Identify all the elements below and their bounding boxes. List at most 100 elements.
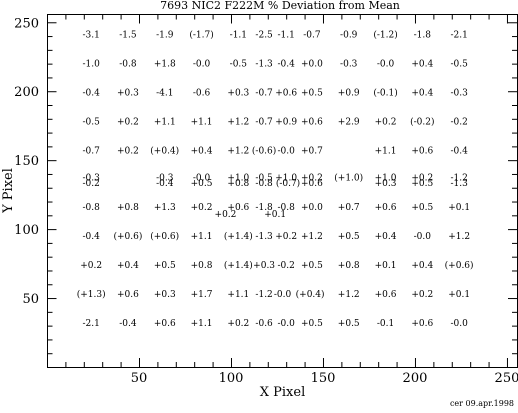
data-label: +0.3 <box>154 290 176 300</box>
data-label: +0.1 <box>375 261 397 271</box>
data-label: -0.0 <box>377 60 395 70</box>
data-label: +0.2 <box>275 232 297 242</box>
data-label: -0.4 <box>156 179 174 189</box>
data-label: (-1.7) <box>189 30 213 41</box>
data-label: -1.2 <box>450 173 467 183</box>
data-label: -0.4 <box>82 232 100 242</box>
data-values: -3.1 -1.5 -1.9 (-1.7) -1.1 -2.5 -1.1 -0.7 -0.9 (-… <box>77 30 474 329</box>
chart-title: 7693 NIC2 F222M % Deviation from Mean <box>160 0 400 12</box>
data-label: -1.9 <box>156 31 174 41</box>
y-tick-label: 50 <box>22 292 39 307</box>
data-label: +0.1 <box>448 290 470 300</box>
x-tick-label: 50 <box>131 371 148 386</box>
data-label: -2.1 <box>82 319 99 329</box>
data-label: -1.3 <box>450 179 468 189</box>
data-label: +0.7 <box>338 203 360 213</box>
data-label: +1.8 <box>154 60 176 70</box>
x-tick-label: 100 <box>219 371 244 386</box>
data-label: +0.4 <box>411 261 433 271</box>
data-label: -0.3 <box>156 173 174 183</box>
data-label: +0.3 <box>117 89 139 99</box>
data-label: +1.0 <box>375 173 397 183</box>
x-tick-label: 150 <box>311 371 336 386</box>
data-label: -0.2 <box>278 261 295 271</box>
y-axis-label: Y Pixel <box>1 168 16 214</box>
data-label: (+1.0) <box>334 172 363 183</box>
data-label: -2.1 <box>450 31 467 41</box>
data-label: +1.1 <box>227 290 249 300</box>
data-label: +0.2 <box>411 173 433 183</box>
data-label: -0.7 <box>303 31 321 41</box>
data-label: -3.1 <box>82 31 99 41</box>
data-label: +0.6 <box>411 319 433 329</box>
data-label: (-0.2) <box>410 117 434 128</box>
data-label: -0.8 <box>255 179 273 189</box>
data-label: +0.6 <box>227 203 249 213</box>
y-tick-label: 250 <box>14 16 39 31</box>
data-label: -0.1 <box>377 319 394 329</box>
data-label: +0.5 <box>301 261 323 271</box>
data-label: -0.7 <box>255 118 273 128</box>
data-label: +1.2 <box>338 290 360 300</box>
data-label: -0.3 <box>340 60 358 70</box>
data-label: +1.3 <box>154 203 176 213</box>
data-label: -1.2 <box>255 290 272 300</box>
data-label: +0.4 <box>375 232 397 242</box>
data-label: (-0.7) <box>276 178 300 189</box>
data-label: -0.0 <box>193 60 211 70</box>
data-label: +0.5 <box>411 203 433 213</box>
data-label: -0.3 <box>82 173 100 183</box>
footer-credit: cer 09.apr.1998 <box>450 399 514 408</box>
data-label: (-0.6) <box>252 146 276 157</box>
data-label: +0.8 <box>227 179 249 189</box>
data-label: (+0.6) <box>150 231 179 242</box>
data-label: -0.3 <box>450 89 468 99</box>
data-label: (+1.4) <box>224 260 253 271</box>
data-label: +0.7 <box>301 147 323 157</box>
data-label: +1.7 <box>191 290 213 300</box>
data-label: (+1.3) <box>77 289 106 300</box>
data-label: +2.9 <box>338 118 360 128</box>
data-label: +0.6 <box>375 203 397 213</box>
data-label: +0.2 <box>80 261 102 271</box>
x-axis-label: X Pixel <box>260 385 305 400</box>
data-label: -0.5 <box>255 173 273 183</box>
data-label: -1.3 <box>255 60 273 70</box>
y-tick-label: 150 <box>14 154 39 169</box>
data-label: +1.1 <box>154 118 176 128</box>
data-label: +0.5 <box>154 261 176 271</box>
data-label: -0.8 <box>119 60 137 70</box>
data-label: +0.6 <box>301 179 323 189</box>
data-label: +0.2 <box>117 118 139 128</box>
data-label: +0.9 <box>338 89 360 99</box>
data-label: -4.1 <box>156 89 173 99</box>
data-label: +0.2 <box>411 290 433 300</box>
axis-tick-labels: 50 100 150 200 250 50 100 150 200 250 <box>14 16 518 386</box>
data-label: +0.4 <box>411 89 433 99</box>
data-label: (+0.4) <box>150 146 179 157</box>
x-tick-label: 250 <box>495 371 518 386</box>
data-label: +0.0 <box>301 203 323 213</box>
data-label: +1.1 <box>191 118 213 128</box>
data-label: -1.0 <box>82 60 100 70</box>
data-label: +0.2 <box>375 118 397 128</box>
data-label: -0.0 <box>278 147 296 157</box>
data-label: +0.5 <box>301 319 323 329</box>
data-label: +0.2 <box>227 319 249 329</box>
data-label: -0.5 <box>82 118 100 128</box>
data-label: +1.1 <box>191 232 213 242</box>
data-label: +1.2 <box>301 232 323 242</box>
data-label: -0.5 <box>450 60 468 70</box>
data-label: (-0.1) <box>373 88 397 99</box>
data-label: (-1.2) <box>373 30 397 41</box>
y-tick-label: 100 <box>14 223 39 238</box>
data-label: (+1.4) <box>224 231 253 242</box>
data-label: -0.6 <box>255 319 273 329</box>
data-label: +0.6 <box>411 147 433 157</box>
data-label: +0.6 <box>275 89 297 99</box>
data-label: +0.2 <box>301 173 323 183</box>
data-label: +0.5 <box>338 232 360 242</box>
data-label: -1.5 <box>119 31 137 41</box>
data-label: -0.6 <box>193 89 211 99</box>
